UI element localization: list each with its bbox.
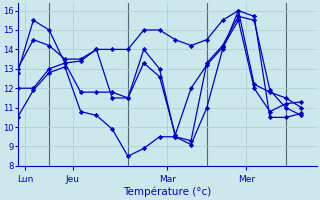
X-axis label: Température (°c): Température (°c) (123, 187, 212, 197)
